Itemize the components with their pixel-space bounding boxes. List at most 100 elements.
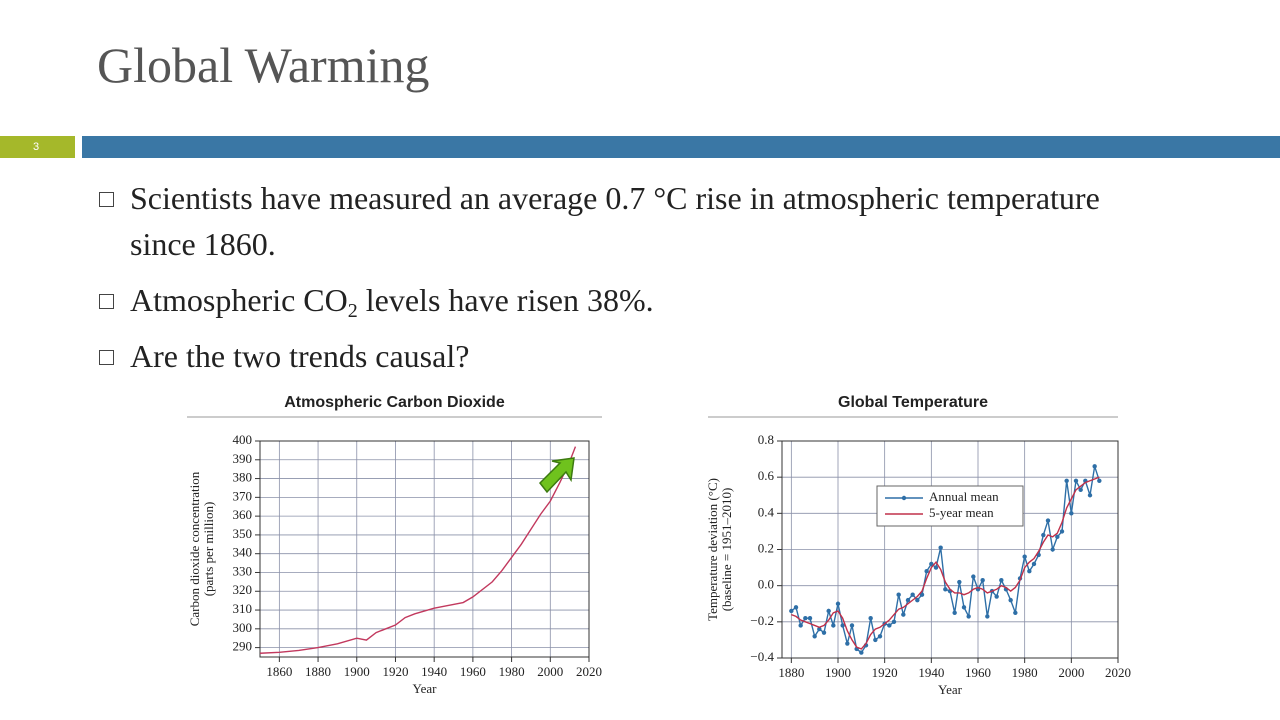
- x-tick-label: 1980: [1012, 665, 1038, 680]
- data-point: [873, 637, 878, 643]
- x-tick-label: 1980: [499, 664, 525, 679]
- data-point: [999, 578, 1004, 583]
- series-line: [791, 476, 1100, 650]
- plot-frame: [259, 440, 590, 658]
- data-point: [901, 612, 906, 617]
- bullet: Are the two trends causal?: [130, 338, 470, 374]
- chart-title: Global Temperature: [838, 394, 988, 411]
- data-point: [1008, 597, 1013, 603]
- data-point: [938, 545, 943, 550]
- data-point: [1073, 478, 1079, 483]
- y-tick-label: 400: [233, 432, 253, 447]
- y-tick-label: 320: [233, 582, 253, 597]
- data-point: [980, 578, 985, 583]
- data-point: [849, 623, 855, 628]
- x-tick-label: 1940: [421, 664, 447, 679]
- data-point: [1041, 532, 1046, 538]
- data-point: [807, 616, 813, 621]
- data-point: [789, 608, 794, 614]
- data-point: [831, 623, 836, 628]
- data-point: [919, 592, 925, 597]
- y-tick-label: −0.4: [750, 649, 774, 664]
- bullet-text: levels have risen 38%.: [357, 282, 654, 318]
- data-point: [1027, 569, 1032, 574]
- data-point: [1092, 464, 1097, 469]
- data-point: [961, 605, 967, 610]
- bullet-box: [99, 192, 114, 207]
- y-axis-label: Carbon dioxide concentration: [187, 471, 202, 626]
- y-tick-label: 380: [233, 470, 253, 485]
- data-point: [1022, 554, 1027, 559]
- data-point: [1055, 534, 1060, 540]
- data-point: [887, 623, 892, 628]
- legend-label: Annual mean: [929, 489, 999, 504]
- x-tick-label: 2000: [1058, 665, 1084, 680]
- bullet-box: [99, 294, 114, 309]
- data-point: [859, 650, 864, 655]
- y-tick-label: 0.0: [758, 577, 774, 592]
- x-tick-label: 1880: [305, 664, 331, 679]
- data-point: [798, 623, 803, 628]
- data-point: [840, 623, 845, 628]
- data-point: [915, 597, 920, 603]
- x-tick-label: 2000: [537, 664, 563, 679]
- y-tick-label: 0.8: [758, 432, 774, 447]
- x-tick-label: 1880: [778, 665, 804, 680]
- data-point: [1069, 511, 1074, 516]
- x-axis-label: Year: [938, 682, 963, 697]
- y-axis-label: Temperature deviation (°C): [705, 478, 720, 621]
- data-point: [812, 634, 817, 639]
- slide-number: 3: [0, 136, 75, 158]
- data-point: [952, 610, 957, 615]
- data-point: [803, 616, 808, 621]
- data-point: [1087, 493, 1093, 498]
- x-tick-label: 1960: [965, 665, 991, 680]
- data-point: [793, 605, 799, 610]
- x-tick-label: 2020: [1105, 665, 1131, 680]
- data-point: [966, 614, 971, 619]
- plot-area: [259, 440, 590, 658]
- data-point: [1050, 547, 1055, 552]
- bullet-subscript: 2: [347, 300, 358, 322]
- legend-marker: [901, 495, 907, 501]
- y-tick-label: 350: [233, 526, 253, 541]
- x-tick-label: 1900: [825, 665, 851, 680]
- data-point: [826, 608, 831, 614]
- y-tick-label: 290: [233, 639, 253, 654]
- data-point: [1059, 529, 1065, 534]
- data-point: [1097, 478, 1102, 483]
- x-tick-label: 1960: [460, 664, 486, 679]
- bullet: Scientists have measured an average 0.7 …: [130, 180, 1100, 262]
- data-point: [821, 630, 827, 635]
- y-tick-label: −0.2: [750, 613, 774, 628]
- y-tick-label: 0.6: [758, 468, 775, 483]
- y-tick-label: 360: [233, 507, 253, 522]
- bullet: Atmospheric CO2 levels have risen 38%.: [130, 277, 1130, 323]
- y-tick-label: 310: [233, 601, 253, 616]
- series-line: [259, 446, 577, 654]
- data-point: [971, 574, 976, 579]
- y-tick-label: 370: [233, 488, 253, 503]
- y-tick-label: 390: [233, 451, 253, 466]
- y-axis-label: (parts per million): [201, 502, 216, 597]
- y-axis-label: (baseline = 1951–2010): [719, 488, 734, 612]
- data-point: [1045, 518, 1051, 523]
- data-point: [994, 594, 999, 599]
- data-point: [1078, 487, 1083, 493]
- data-point: [877, 634, 883, 639]
- data-point: [924, 569, 929, 574]
- legend-box: [876, 485, 1024, 527]
- x-tick-label: 1900: [344, 664, 370, 679]
- data-point: [929, 561, 934, 567]
- data-point: [933, 565, 939, 570]
- x-axis-label: Year: [413, 681, 438, 696]
- x-tick-label: 1920: [382, 664, 408, 679]
- data-point: [896, 592, 901, 597]
- data-point: [1031, 561, 1037, 567]
- plot-frame: [781, 440, 1119, 659]
- y-tick-label: 0.4: [758, 504, 775, 519]
- data-point: [835, 601, 841, 606]
- data-point: [845, 641, 850, 646]
